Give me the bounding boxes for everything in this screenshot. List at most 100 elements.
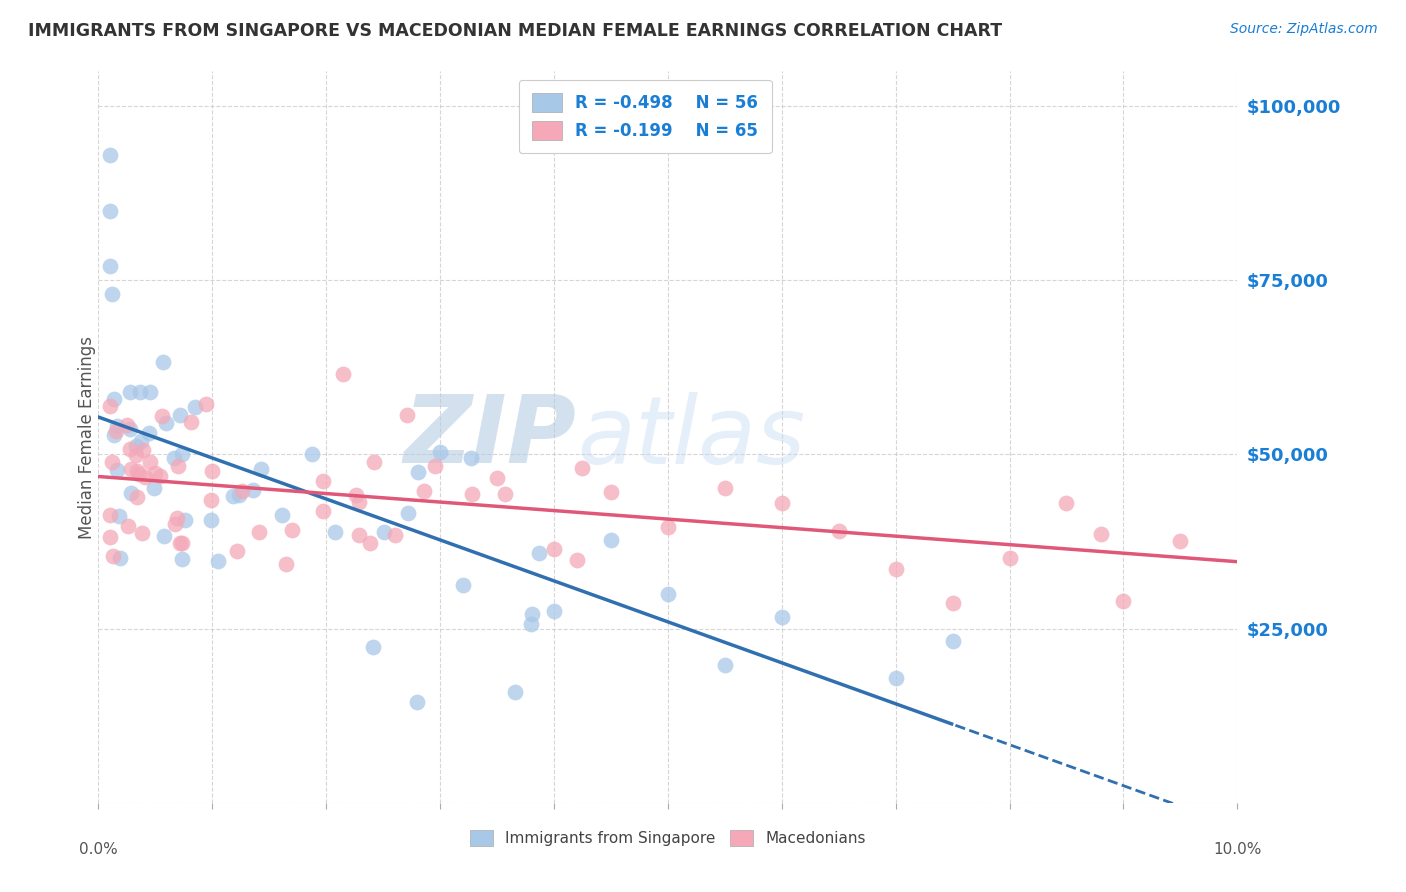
Text: ZIP: ZIP [404, 391, 576, 483]
Point [138, 426, 160, 441]
Point [98, 148, 121, 162]
Point [270, 508, 292, 523]
Point [117, 518, 139, 533]
Point [349, 495, 371, 509]
Point [118, 384, 141, 399]
Point [714, 658, 737, 673]
Point [344, 488, 367, 502]
Point [413, 483, 436, 498]
Point [124, 448, 146, 462]
Point [396, 506, 419, 520]
Point [155, 416, 177, 430]
Point [231, 483, 253, 498]
Point [200, 493, 222, 508]
Point [396, 409, 419, 423]
Point [884, 671, 907, 685]
Legend: Immigrants from Singapore, Macedonians: Immigrants from Singapore, Macedonians [463, 822, 873, 854]
Point [600, 533, 623, 547]
Point [657, 587, 679, 601]
Point [486, 471, 509, 485]
Text: atlas: atlas [576, 392, 806, 483]
Point [942, 596, 965, 610]
Point [125, 439, 148, 453]
Point [150, 409, 173, 423]
Point [543, 604, 565, 618]
Point [1090, 527, 1112, 541]
Point [770, 496, 793, 510]
Text: 0.0%: 0.0% [79, 842, 118, 856]
Point [125, 465, 148, 479]
Point [384, 527, 406, 541]
Point [451, 577, 474, 591]
Point [527, 546, 550, 560]
Point [163, 517, 186, 532]
Point [423, 458, 446, 473]
Point [361, 640, 384, 655]
Point [153, 529, 176, 543]
Text: 10.0%: 10.0% [1213, 842, 1261, 856]
Point [103, 427, 125, 442]
Point [98, 508, 121, 523]
Point [363, 455, 385, 469]
Point [169, 408, 191, 422]
Point [565, 553, 588, 567]
Point [163, 451, 186, 466]
Y-axis label: Median Female Earnings: Median Female Earnings [79, 335, 96, 539]
Point [325, 524, 347, 539]
Point [714, 481, 737, 495]
Point [332, 367, 354, 381]
Point [152, 355, 174, 369]
Point [429, 445, 451, 459]
Point [173, 512, 195, 526]
Point [274, 557, 297, 571]
Point [225, 543, 247, 558]
Point [139, 455, 162, 469]
Point [406, 465, 429, 479]
Point [998, 551, 1021, 566]
Point [149, 468, 172, 483]
Point [129, 434, 152, 448]
Point [494, 487, 516, 501]
Point [503, 685, 526, 699]
Point [98, 399, 121, 413]
Point [166, 511, 188, 525]
Point [107, 509, 129, 524]
Point [359, 536, 381, 550]
Point [1056, 496, 1078, 510]
Point [180, 415, 202, 429]
Point [128, 467, 150, 482]
Point [770, 610, 793, 624]
Point [98, 530, 121, 544]
Point [118, 442, 141, 456]
Point [201, 464, 224, 478]
Point [222, 489, 245, 503]
Point [347, 528, 370, 542]
Point [169, 536, 191, 550]
Point [103, 392, 125, 406]
Point [301, 447, 323, 461]
Point [98, 260, 121, 274]
Point [105, 418, 128, 433]
Point [249, 525, 271, 540]
Point [242, 483, 264, 497]
Point [125, 490, 148, 504]
Point [828, 524, 851, 538]
Point [108, 550, 131, 565]
Point [520, 607, 543, 621]
Point [142, 481, 165, 495]
Point [571, 461, 593, 475]
Point [311, 474, 333, 488]
Point [184, 400, 207, 414]
Point [207, 553, 229, 567]
Point [172, 552, 194, 566]
Point [250, 462, 273, 476]
Point [105, 424, 128, 438]
Point [200, 513, 222, 527]
Point [132, 442, 155, 457]
Point [101, 287, 124, 301]
Point [312, 504, 335, 518]
Point [228, 488, 250, 502]
Point [600, 484, 623, 499]
Point [120, 461, 142, 475]
Point [281, 523, 304, 537]
